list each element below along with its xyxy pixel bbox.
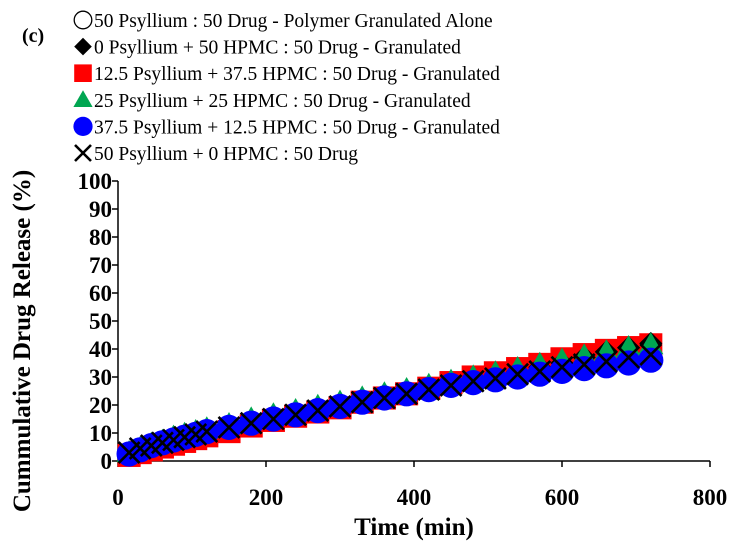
legend-marker <box>73 116 93 136</box>
y-tick-label: 70 <box>89 253 112 278</box>
data-point <box>439 373 463 397</box>
y-tick-label: 20 <box>89 393 112 418</box>
data-point <box>461 369 485 393</box>
plot-points <box>116 331 664 467</box>
legend-item: 25 Psyllium + 25 HPMC : 50 Drug - Granul… <box>73 90 471 112</box>
data-point <box>306 399 330 423</box>
legend-label: 25 Psyllium + 25 HPMC : 50 Drug - Granul… <box>94 91 471 112</box>
data-point <box>506 362 530 386</box>
data-point <box>328 394 352 418</box>
legend-item: 12.5 Psyllium + 37.5 HPMC : 50 Drug - Gr… <box>74 64 500 85</box>
y-axis-title: Cummulative Drug Release (%) <box>9 170 36 512</box>
legend-item: 37.5 Psyllium + 12.5 HPMC : 50 Drug - Gr… <box>73 116 500 138</box>
x-tick-label: 600 <box>545 485 580 510</box>
legend-label: 0 Psyllium + 50 HPMC : 50 Drug - Granula… <box>94 38 461 59</box>
data-point <box>593 353 620 379</box>
x-tick-label: 200 <box>249 485 284 510</box>
data-point <box>572 352 596 376</box>
legend-marker <box>74 144 92 162</box>
x-axis-title: Time (min) <box>354 514 474 541</box>
data-point <box>483 366 507 390</box>
x-tick-label: 400 <box>397 485 432 510</box>
axes: 0 10 20 30 40 50 60 70 80 90 100 0 200 400 600 800 <box>78 169 728 510</box>
legend-marker <box>74 37 92 56</box>
data-point <box>528 359 552 383</box>
data-point <box>527 361 553 387</box>
y-ticks: 0 10 20 30 40 50 60 70 80 90 100 <box>78 169 118 474</box>
y-tick-label: 60 <box>89 281 112 306</box>
legend-item: 0 Psyllium + 50 HPMC : 50 Drug - Granula… <box>74 38 461 59</box>
data-point <box>239 411 263 435</box>
data-point <box>638 347 664 373</box>
data-point <box>617 345 641 369</box>
legend-marker <box>73 10 93 30</box>
y-tick-label: 50 <box>89 309 112 334</box>
y-tick-label: 0 <box>101 449 113 474</box>
y-tick-label: 30 <box>89 365 112 390</box>
data-point <box>594 350 618 374</box>
data-point <box>350 390 374 414</box>
data-point <box>195 420 219 444</box>
data-point <box>372 386 396 410</box>
legend-item: 50 Psyllium + 0 HPMC : 50 Drug <box>74 144 358 165</box>
x-tick-label: 800 <box>693 485 728 510</box>
legend-label: 12.5 Psyllium + 37.5 HPMC : 50 Drug - Gr… <box>94 64 500 85</box>
data-point <box>417 378 441 402</box>
y-tick-label: 100 <box>78 169 113 194</box>
series-points <box>117 343 663 465</box>
data-point <box>284 403 308 427</box>
x-tick-label: 0 <box>112 485 124 510</box>
data-point <box>639 343 663 367</box>
legend: 50 Psyllium : 50 Drug - Polymer Granulat… <box>73 10 500 165</box>
legend-label: 37.5 Psyllium + 12.5 HPMC : 50 Drug - Gr… <box>94 117 500 138</box>
data-point <box>504 364 531 390</box>
x-ticks: 0 200 400 600 800 <box>112 461 727 510</box>
legend-marker <box>74 64 92 82</box>
legend-item: 50 Psyllium : 50 Drug - Polymer Granulat… <box>73 10 493 32</box>
data-point <box>549 358 575 384</box>
legend-marker <box>73 90 93 107</box>
data-point <box>550 355 574 379</box>
panel-label: (c) <box>22 25 44 47</box>
y-tick-label: 90 <box>89 197 112 222</box>
y-tick-label: 10 <box>89 421 112 446</box>
legend-label: 50 Psyllium + 0 HPMC : 50 Drug <box>94 144 358 165</box>
data-point <box>261 407 285 431</box>
y-tick-label: 40 <box>89 337 112 362</box>
y-tick-label: 80 <box>89 225 112 250</box>
data-point <box>217 415 241 439</box>
legend-label: 50 Psyllium : 50 Drug - Polymer Granulat… <box>94 11 493 32</box>
data-point <box>616 350 642 376</box>
data-point <box>395 382 419 406</box>
data-point <box>571 356 597 382</box>
